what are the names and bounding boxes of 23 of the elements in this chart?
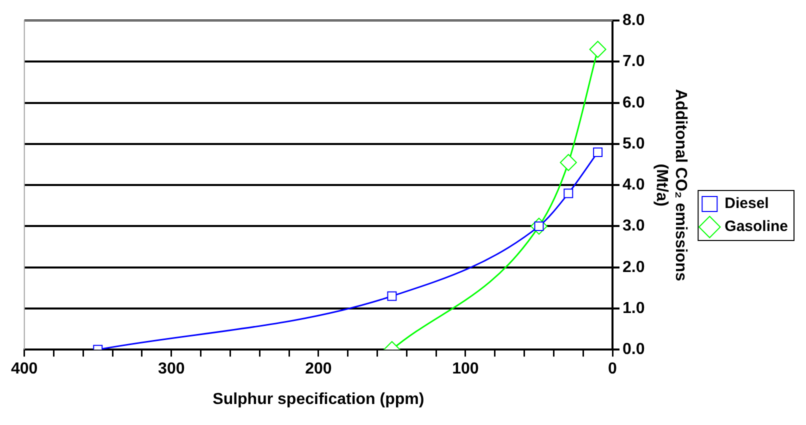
x-tick-label: 300 xyxy=(158,360,185,378)
x-tick-label: 0 xyxy=(608,360,618,378)
y-axis-title: Additonal CO₂ emissions (Mt/a) xyxy=(652,89,690,282)
y-tick-label: 5.0 xyxy=(622,135,645,152)
x-tick-label: 100 xyxy=(452,360,479,378)
point xyxy=(593,147,603,157)
legend-label: Diesel xyxy=(724,195,769,212)
y-tick-label: 1.0 xyxy=(622,300,645,317)
point xyxy=(589,40,606,58)
y-tick-label: 8.0 xyxy=(622,12,645,30)
x-tick-label: 400 xyxy=(10,360,38,378)
y-tick-label: 2.0 xyxy=(622,258,645,276)
x-axis-title: Sulphur specification (ppm) xyxy=(212,390,424,408)
y-tick-label: 4.0 xyxy=(622,176,645,194)
point xyxy=(560,154,577,171)
x-tick-label: 200 xyxy=(305,360,332,378)
y-tick-label: 7.0 xyxy=(622,53,645,70)
y-tick-label: 3.0 xyxy=(622,218,645,235)
point xyxy=(564,188,574,198)
y-tick-label: 0.0 xyxy=(622,341,645,358)
legend-label: Gasoline xyxy=(724,218,788,236)
y-tick-label: 6.0 xyxy=(622,94,645,112)
point xyxy=(387,291,397,301)
